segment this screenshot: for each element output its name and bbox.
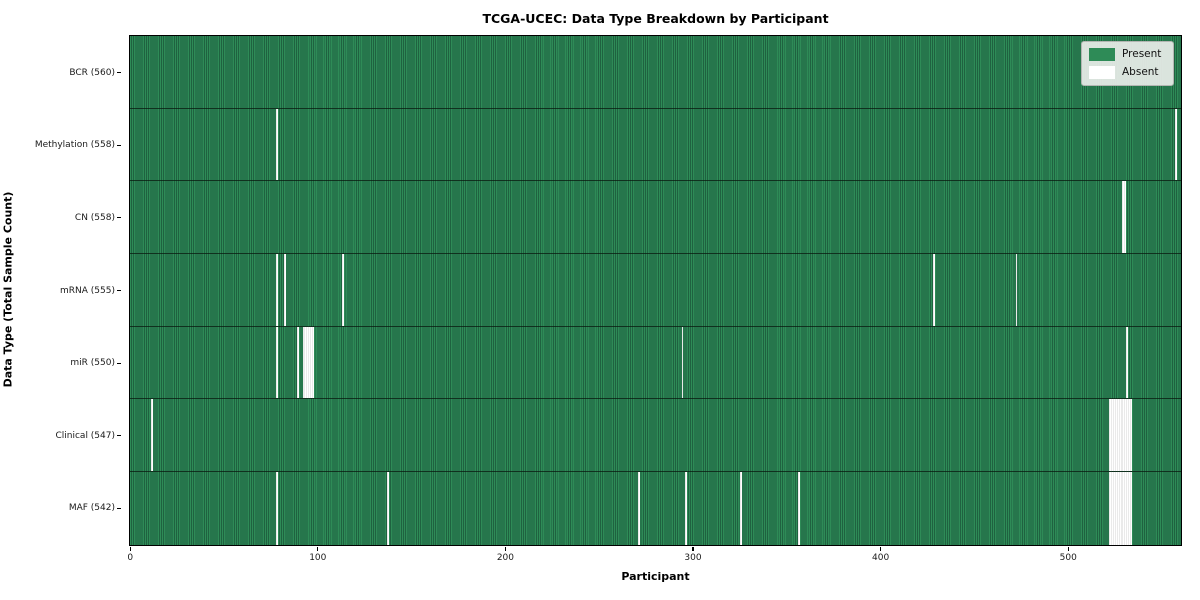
absent-cell: [1129, 399, 1132, 471]
absent-cell: [1126, 471, 1129, 545]
absent-cell: [1114, 399, 1117, 471]
absent-cell: [1116, 471, 1119, 545]
absent-cell: [311, 326, 314, 399]
y-tick-label-cn: CN (558): [74, 212, 115, 223]
absent-cell: [1116, 399, 1119, 471]
absent-cell: [296, 326, 299, 399]
legend: Present Absent: [1081, 41, 1174, 86]
heatmap-row-mir: [130, 326, 1181, 400]
chart-title: TCGA-UCEC: Data Type Breakdown by Partic…: [482, 11, 829, 26]
absent-cell: [304, 326, 307, 399]
absent-cell: [1113, 471, 1115, 545]
y-axis-tick: [117, 71, 121, 74]
y-axis-tick: [117, 289, 121, 292]
y-axis-tick: [117, 362, 121, 364]
absent-cell: [1111, 399, 1114, 471]
absent-cell: [638, 471, 641, 545]
absent-cell: [342, 253, 344, 326]
y-axis-tick: [117, 144, 121, 146]
x-tick-label-500: 500: [1059, 553, 1077, 563]
absent-cell: [1114, 471, 1117, 545]
absent-cell: [1128, 399, 1130, 471]
absent-cell: [1118, 399, 1121, 471]
y-axis-tick: [117, 217, 121, 219]
absent-cell: [387, 471, 389, 545]
x-axis-tick: [692, 546, 694, 551]
y-tick-label-maf: MAF (542): [68, 503, 115, 514]
absent-cell: [1109, 471, 1112, 545]
legend-swatch-present: [1089, 48, 1115, 61]
absent-cell: [283, 253, 286, 326]
absent-cell: [1120, 399, 1123, 471]
absent-cell: [1124, 181, 1127, 253]
y-tick-label-mrna: mRNA (555): [60, 285, 115, 296]
absent-cell: [306, 326, 309, 399]
x-tick-label-100: 100: [309, 553, 327, 563]
absent-cell: [1128, 471, 1130, 545]
absent-cell: [1126, 326, 1129, 399]
absent-cell: [1111, 471, 1114, 545]
absent-cell: [1118, 471, 1121, 545]
y-axis-label: Data Type (Total Sample Count): [1, 191, 15, 388]
absent-cell: [739, 471, 742, 545]
y-axis-tick: [117, 507, 121, 510]
x-axis-tick: [317, 546, 319, 551]
x-axis-tick: [129, 546, 131, 551]
absent-cell: [681, 326, 684, 399]
absent-cell: [276, 326, 279, 399]
absent-cell: [308, 326, 311, 399]
heatmap-row-methylation: [130, 108, 1181, 182]
legend-swatch-absent: [1089, 66, 1115, 79]
absent-cell: [276, 253, 279, 326]
legend-label-present: Present: [1122, 48, 1162, 61]
absent-cell: [797, 471, 800, 545]
x-tick-label-300: 300: [684, 553, 702, 563]
x-axis-tick: [504, 546, 506, 551]
heatmap-row-cn: [130, 181, 1181, 254]
absent-cell: [276, 471, 279, 545]
absent-cell: [150, 399, 153, 471]
legend-item-present: Present: [1089, 48, 1165, 61]
absent-cell: [1109, 399, 1112, 471]
y-tick-label-bcr: BCR (560): [69, 67, 115, 78]
y-tick-label-clinical: Clinical (547): [55, 430, 115, 441]
x-tick-label-400: 400: [872, 553, 890, 563]
absent-cell: [1113, 399, 1115, 471]
legend-label-absent: Absent: [1122, 66, 1159, 79]
x-tick-label-200: 200: [496, 553, 514, 563]
absent-cell: [1122, 399, 1125, 471]
plot-area: Present Absent: [129, 35, 1182, 546]
absent-cell: [685, 471, 688, 545]
x-tick-label-0: 0: [127, 553, 134, 563]
absent-cell: [1120, 471, 1123, 545]
heatmap-row-clinical: [130, 399, 1181, 472]
absent-cell: [1122, 471, 1125, 545]
absent-cell: [1122, 181, 1125, 253]
y-tick-label-mir: miR (550): [70, 358, 115, 369]
heatmap-row-maf: [130, 471, 1181, 545]
absent-cell: [1124, 471, 1127, 545]
absent-cell: [1015, 253, 1018, 326]
absent-cell: [310, 326, 312, 399]
legend-item-absent: Absent: [1089, 66, 1165, 79]
absent-cell: [302, 326, 305, 399]
x-axis-tick: [880, 546, 882, 551]
heatmap-row-bcr: [130, 36, 1181, 109]
absent-cell: [1174, 108, 1177, 181]
absent-cell: [1129, 471, 1132, 545]
absent-cell: [1126, 399, 1129, 471]
heatmap-row-mrna: [130, 253, 1181, 327]
y-tick-label-methylation: Methylation (558): [34, 140, 115, 151]
absent-cell: [276, 108, 279, 181]
absent-cell: [1124, 399, 1127, 471]
y-axis-tick: [117, 435, 121, 437]
x-axis-label: Participant: [621, 570, 690, 583]
absent-cell: [932, 253, 935, 326]
x-axis-tick: [1067, 546, 1069, 551]
